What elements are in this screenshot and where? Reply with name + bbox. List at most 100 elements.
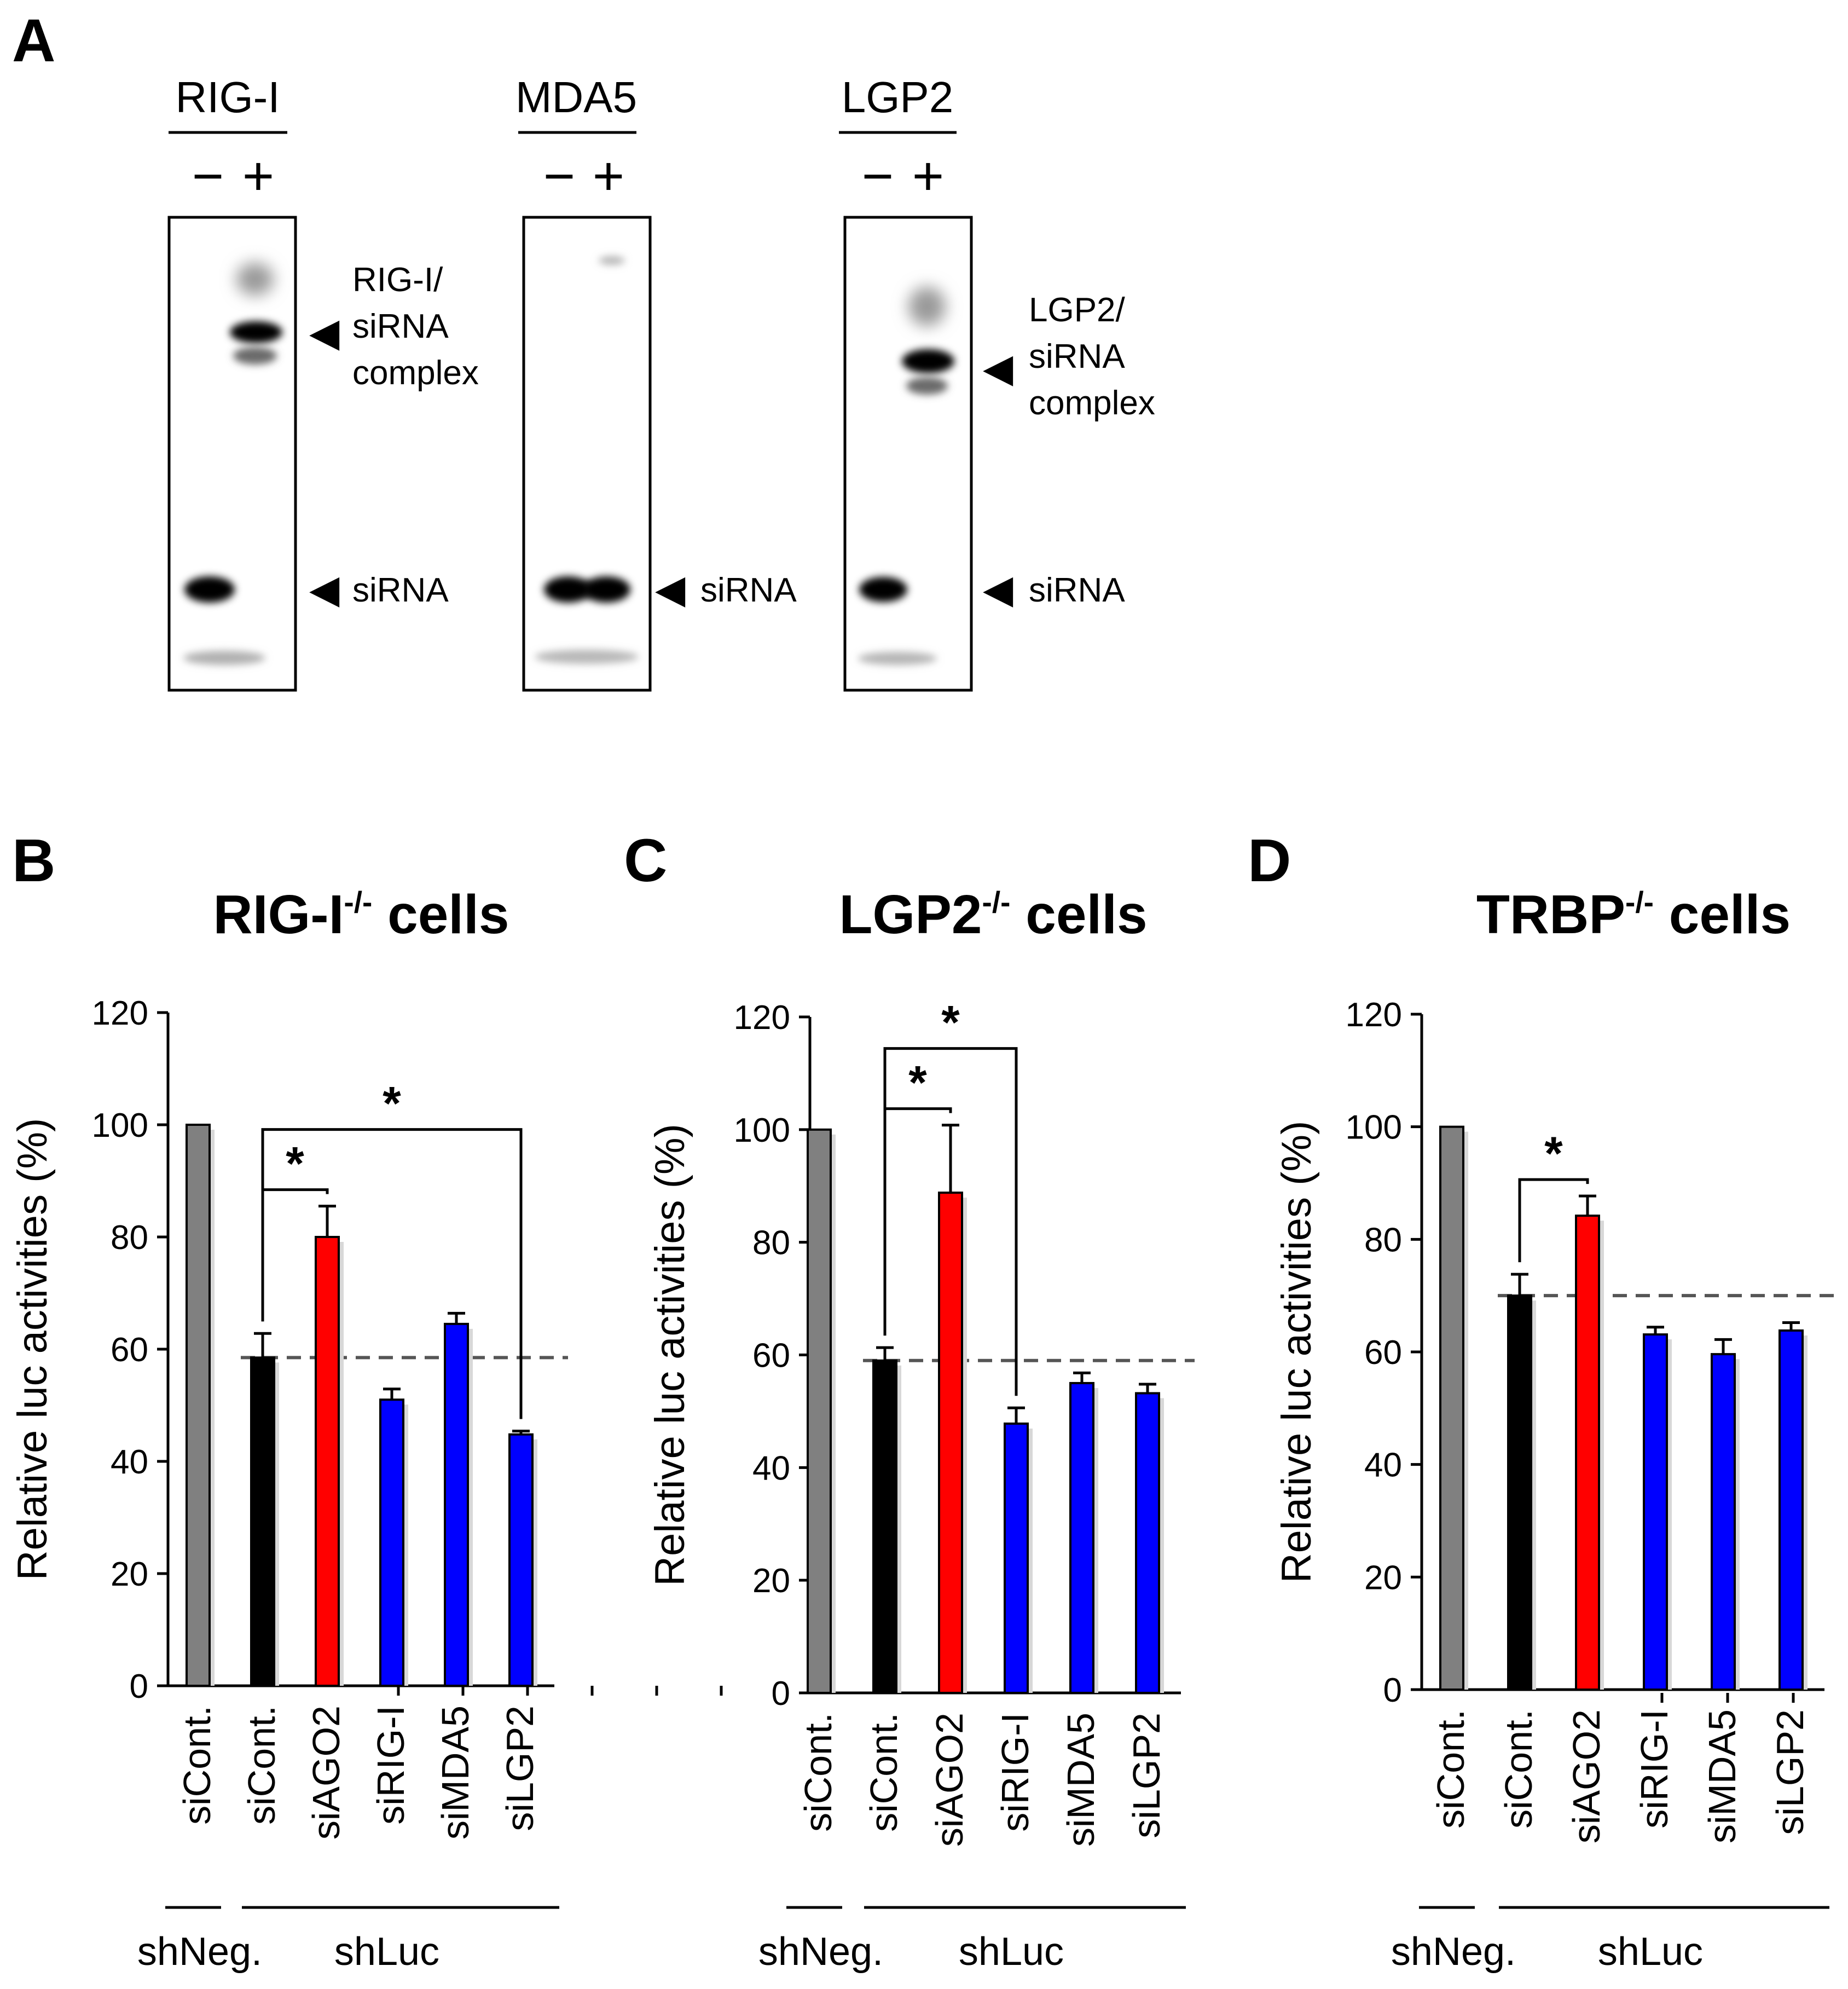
y-tick-label: 100 xyxy=(1346,1109,1402,1147)
bar xyxy=(1135,1392,1160,1695)
gel-box xyxy=(522,216,652,692)
band-sirna xyxy=(544,576,592,603)
x-tick-label: siLGP2 xyxy=(499,1705,541,1831)
bar xyxy=(315,1236,340,1687)
lower-band-label: siRNA xyxy=(1029,571,1125,609)
band-sirna xyxy=(582,576,630,603)
group-label: shLuc xyxy=(1598,1930,1703,1974)
y-axis-label: Relative luc activities (%) xyxy=(9,1118,56,1581)
x-tick-label: siCont. xyxy=(1429,1709,1472,1829)
bar xyxy=(1575,1215,1600,1691)
lane-minus-label: − xyxy=(192,146,224,207)
x-tick-label: siCont. xyxy=(862,1713,905,1832)
band-sirna xyxy=(184,576,235,603)
x-tick-label: siCont. xyxy=(1497,1709,1540,1829)
panel-a: A RIG-I − + ◀ RIG-I/ siRNA complex ◀ siR… xyxy=(12,7,1155,692)
bar xyxy=(186,1124,211,1687)
gel-box xyxy=(167,216,297,692)
significance-bracket xyxy=(883,1047,1018,1396)
significance-star: * xyxy=(1544,1128,1563,1180)
arrow-lower-icon: ◀ xyxy=(309,568,340,611)
y-tick-label: 120 xyxy=(734,999,790,1037)
x-tick-label: siCont. xyxy=(797,1713,839,1832)
svg-text:siRNA: siRNA xyxy=(352,308,449,345)
x-tick-label: siMDA5 xyxy=(1701,1709,1743,1843)
band-sirna xyxy=(859,577,907,602)
lower-band-label: siRNA xyxy=(352,571,449,609)
y-tick-label: 0 xyxy=(1383,1672,1402,1709)
chart-title-superscript: -/- xyxy=(344,885,372,919)
panel-letter-a: A xyxy=(12,7,55,74)
svg-text:siRNA: siRNA xyxy=(1029,338,1125,375)
bar xyxy=(250,1356,275,1687)
group-label: shLuc xyxy=(334,1930,439,1974)
y-tick-label: 40 xyxy=(111,1443,148,1481)
chart-title-suffix: cells xyxy=(1654,884,1791,945)
y-tick-label: 40 xyxy=(1364,1447,1402,1484)
significance-star: * xyxy=(286,1138,304,1190)
y-tick-label: 60 xyxy=(111,1331,148,1369)
arrow-upper-icon: ◀ xyxy=(983,346,1013,390)
panel-letter: D xyxy=(1248,827,1291,894)
significance-bracket xyxy=(1518,1178,1589,1263)
x-tick-label: siRIG-I xyxy=(994,1713,1036,1832)
chart-title-suffix: cells xyxy=(372,884,509,945)
y-tick-label: 60 xyxy=(1364,1334,1402,1372)
lane-plus-label: + xyxy=(593,146,624,207)
lane-plus-label: + xyxy=(242,146,274,207)
y-tick-label: 80 xyxy=(752,1224,790,1262)
y-tick-label: 20 xyxy=(752,1562,790,1600)
x-tick-label: siRIG-I xyxy=(369,1705,412,1825)
y-tick-label: 40 xyxy=(752,1449,790,1487)
band-complex-smear xyxy=(908,287,946,326)
y-tick-label: 120 xyxy=(92,994,148,1032)
significance-star: * xyxy=(383,1078,401,1130)
svg-text:complex: complex xyxy=(352,354,479,392)
group-label: shLuc xyxy=(959,1930,1064,1974)
bar xyxy=(508,1433,534,1687)
y-axis-label: Relative luc activities (%) xyxy=(647,1124,693,1586)
y-tick-label: 0 xyxy=(772,1675,790,1713)
x-tick-label: siLGP2 xyxy=(1125,1713,1168,1838)
y-tick-label: 20 xyxy=(111,1556,148,1593)
bar xyxy=(1004,1423,1029,1695)
x-tick-label: siAGO2 xyxy=(1565,1709,1608,1843)
chart-title: LGP2-/- cells xyxy=(839,884,1147,945)
bar xyxy=(1069,1381,1094,1694)
y-tick-label: 100 xyxy=(92,1107,148,1144)
arrow-lower-icon: ◀ xyxy=(655,568,686,611)
band-sirna-faint xyxy=(535,650,639,664)
bar xyxy=(379,1398,404,1687)
bar xyxy=(1507,1294,1532,1691)
bar xyxy=(938,1192,963,1695)
band-complex xyxy=(902,349,954,373)
gel-lgp2: LGP2 − + ◀ LGP2/ siRNA complex ◀ siRNA xyxy=(839,73,1155,692)
gel-bands xyxy=(183,263,282,665)
y-tick-label: 120 xyxy=(1346,996,1402,1034)
x-tick-label: siRIG-I xyxy=(1633,1709,1676,1829)
gel-title-lgp2: LGP2 xyxy=(842,73,954,122)
arrow-upper-icon: ◀ xyxy=(309,311,340,355)
group-label: shNeg. xyxy=(137,1930,262,1974)
lane-minus-label: − xyxy=(543,146,575,207)
y-tick-label: 80 xyxy=(111,1219,148,1257)
y-axis-label: Relative luc activities (%) xyxy=(1273,1121,1320,1583)
y-tick-label: 80 xyxy=(1364,1221,1402,1259)
group-label: shNeg. xyxy=(758,1930,883,1974)
gel-rig-i: RIG-I − + ◀ RIG-I/ siRNA complex ◀ siRNA xyxy=(167,73,479,692)
chart-title: RIG-I-/- cells xyxy=(213,884,509,945)
bar xyxy=(1643,1333,1668,1691)
gel-bands xyxy=(535,256,639,664)
chart-title-main: TRBP xyxy=(1476,884,1625,945)
chart-title-superscript: -/- xyxy=(982,885,1011,919)
svg-text:complex: complex xyxy=(1029,384,1155,422)
lane-minus-label: − xyxy=(862,146,894,207)
chart-title-superscript: -/- xyxy=(1625,885,1654,919)
chart-title-suffix: cells xyxy=(1010,884,1147,945)
y-tick-label: 20 xyxy=(1364,1559,1402,1597)
upper-band-label: RIG-I/ siRNA complex xyxy=(352,261,479,392)
chart-panel-d: D TRBP-/- cells Relative luc activities (%… xyxy=(1248,827,1838,1974)
x-tick-label: siAGO2 xyxy=(305,1705,347,1840)
